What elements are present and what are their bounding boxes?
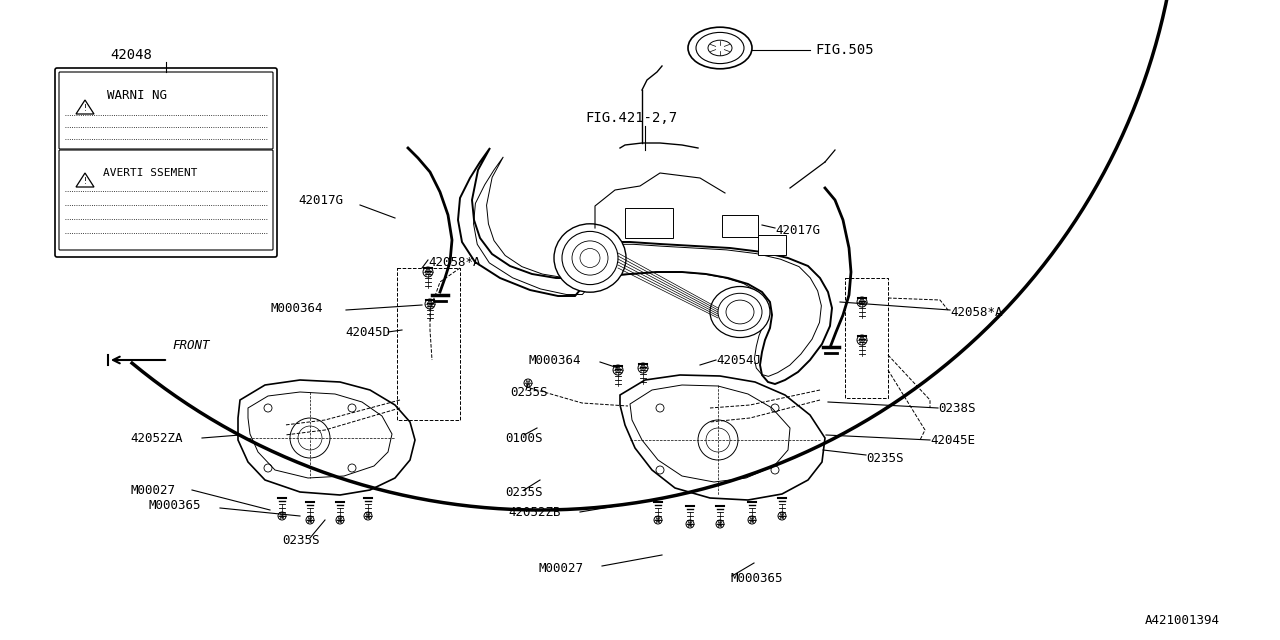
Text: M000364: M000364 [529, 353, 581, 367]
Text: WARNI NG: WARNI NG [108, 88, 166, 102]
Text: 42045D: 42045D [346, 326, 390, 339]
Text: 42048: 42048 [110, 48, 152, 62]
Ellipse shape [562, 232, 618, 285]
Text: 0235S: 0235S [282, 534, 320, 547]
Text: 42045E: 42045E [931, 433, 975, 447]
Text: M00027: M00027 [131, 483, 175, 497]
FancyBboxPatch shape [59, 150, 273, 250]
Text: M000364: M000364 [270, 301, 323, 314]
Ellipse shape [689, 28, 753, 69]
Ellipse shape [718, 293, 762, 331]
FancyBboxPatch shape [758, 235, 786, 255]
Text: M000365: M000365 [730, 572, 782, 584]
Ellipse shape [580, 248, 600, 268]
Text: 0235S: 0235S [509, 385, 548, 399]
Text: FRONT: FRONT [172, 339, 210, 351]
Ellipse shape [726, 300, 754, 324]
Text: !: ! [82, 177, 87, 186]
Text: 0235S: 0235S [506, 486, 543, 499]
Text: M000365: M000365 [148, 499, 201, 511]
Text: 0235S: 0235S [867, 451, 904, 465]
Text: 0238S: 0238S [938, 401, 975, 415]
FancyBboxPatch shape [722, 215, 758, 237]
Text: 42017G: 42017G [298, 193, 343, 207]
Text: 42052ZB: 42052ZB [508, 506, 561, 518]
Text: 0100S: 0100S [506, 431, 543, 445]
Ellipse shape [696, 33, 744, 63]
Text: 42054J: 42054J [716, 353, 762, 367]
Text: A421001394: A421001394 [1146, 614, 1220, 627]
Text: FIG.421-2,7: FIG.421-2,7 [585, 111, 677, 125]
FancyBboxPatch shape [55, 68, 276, 257]
Text: !: ! [82, 104, 87, 113]
Ellipse shape [554, 224, 626, 292]
Text: 42052ZA: 42052ZA [131, 431, 183, 445]
Ellipse shape [710, 287, 771, 337]
Text: AVERTI SSEMENT: AVERTI SSEMENT [102, 168, 197, 178]
FancyBboxPatch shape [625, 208, 673, 238]
Text: FIG.505: FIG.505 [815, 43, 874, 57]
Ellipse shape [572, 241, 608, 275]
Text: M00027: M00027 [538, 561, 582, 575]
FancyBboxPatch shape [59, 72, 273, 149]
Text: 42058*A: 42058*A [428, 255, 480, 269]
Text: 42058*A: 42058*A [950, 305, 1002, 319]
Text: 42017G: 42017G [774, 223, 820, 237]
Ellipse shape [708, 40, 732, 56]
